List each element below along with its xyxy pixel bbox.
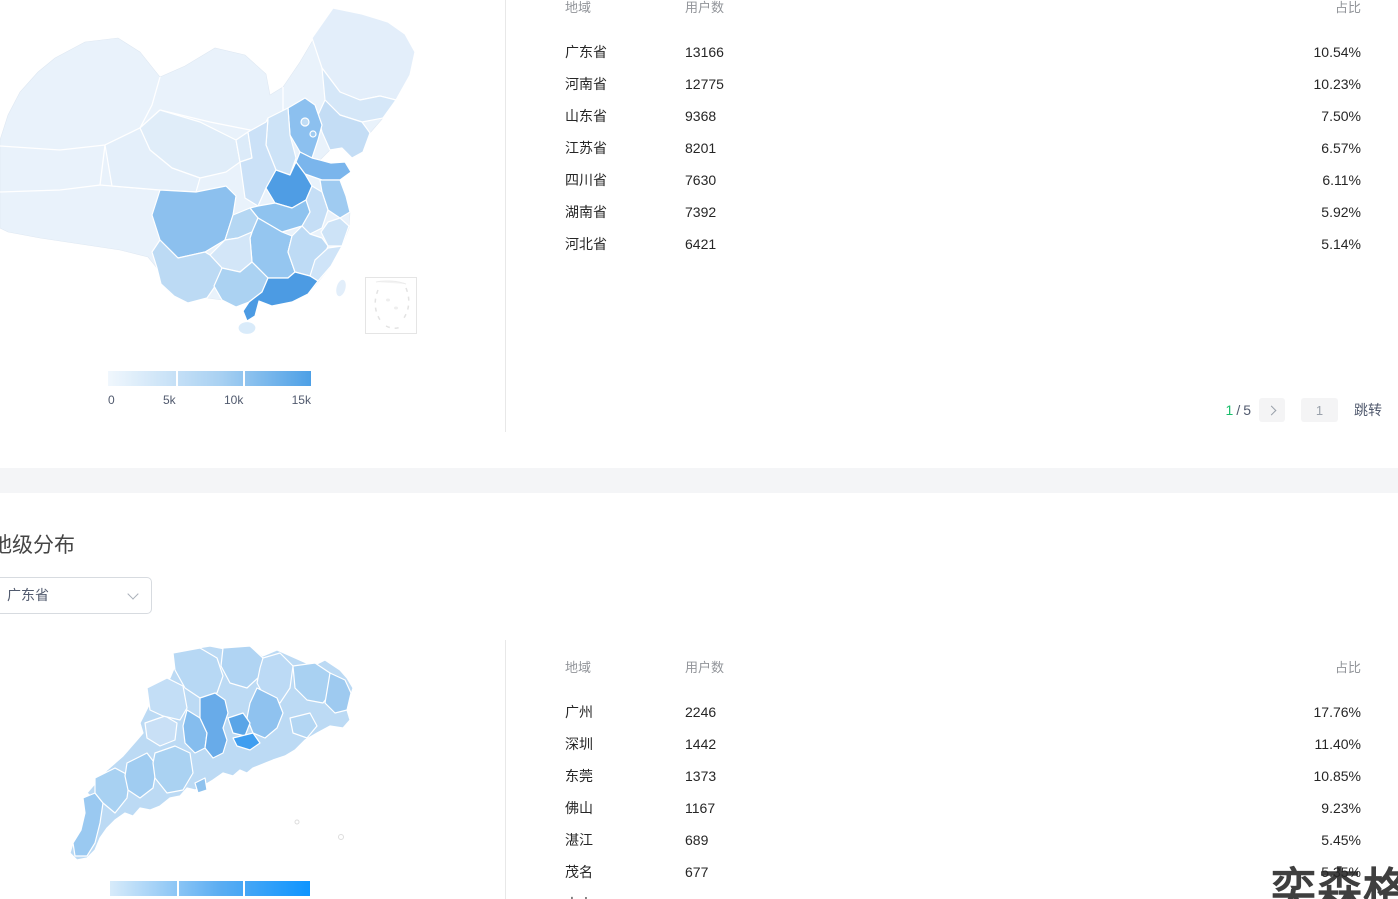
section-divider-band xyxy=(0,468,1398,493)
users-cell: 12775 xyxy=(685,76,724,92)
users-cell: 677 xyxy=(685,864,709,880)
pct-cell: 5.14% xyxy=(1321,236,1361,252)
table-row-clipped: 中山 645 5.10% xyxy=(565,888,1361,899)
legend-tick: 15k xyxy=(291,393,311,407)
legend-tick: 0 xyxy=(108,393,115,407)
legend-gradient-bar xyxy=(108,371,311,386)
pct-cell: 7.50% xyxy=(1321,108,1361,124)
page-indicator: 1 / 5 xyxy=(1226,402,1251,418)
users-cell: 13166 xyxy=(685,44,724,60)
jump-button[interactable]: 跳转 xyxy=(1354,402,1382,418)
region-cell: 广东省 xyxy=(565,44,607,60)
chevron-down-icon xyxy=(127,588,139,600)
column-header-pct: 占比 xyxy=(1334,660,1361,675)
region-cell: 广州 xyxy=(565,704,593,720)
page-jump-input[interactable] xyxy=(1301,398,1338,422)
table-row: 深圳 1442 11.40% xyxy=(565,728,1361,760)
users-cell: 6421 xyxy=(685,236,717,252)
current-page: 1 xyxy=(1225,402,1234,418)
users-cell: 689 xyxy=(685,832,709,848)
legend-gradient-bar xyxy=(110,881,310,896)
pct-cell: 6.57% xyxy=(1321,140,1361,156)
column-header-region: 地域 xyxy=(565,0,592,15)
table-row: 山东省 9368 7.50% xyxy=(565,100,1361,132)
pagination: 1 / 5 跳转 xyxy=(1210,397,1382,423)
region-cell: 茂名 xyxy=(565,864,593,880)
table-row: 湖南省 7392 5.92% xyxy=(565,196,1361,228)
pct-cell: 11.40% xyxy=(1314,736,1361,752)
province-select-value: 广东省 xyxy=(7,587,49,603)
watermark: 奕森格 xyxy=(1271,864,1398,899)
next-page-button[interactable] xyxy=(1259,398,1285,422)
province-select[interactable]: 广东省 xyxy=(0,577,152,614)
table-row: 佛山 1167 9.23% xyxy=(565,792,1361,824)
pct-cell: 10.85% xyxy=(1313,768,1361,784)
pct-cell: 17.76% xyxy=(1313,704,1361,720)
table-row: 广东省 13166 10.54% xyxy=(565,36,1361,68)
region-cell: 江苏省 xyxy=(565,140,607,156)
region-cell: 湛江 xyxy=(565,832,593,848)
region-cell: 河北省 xyxy=(565,236,607,252)
section-title: 地级分布 xyxy=(0,534,75,557)
users-cell: 645 xyxy=(685,888,708,899)
chevron-right-icon xyxy=(1266,405,1276,415)
column-header-users: 用户数 xyxy=(685,0,725,15)
column-header-pct: 占比 xyxy=(1334,0,1361,15)
map-legend: 0 5k 10k 15k xyxy=(108,371,311,407)
pct-cell: 5.92% xyxy=(1321,204,1361,220)
total-pages: 5 xyxy=(1243,402,1251,418)
table-header: 地域 用户数 占比 xyxy=(565,660,1361,676)
users-cell: 7630 xyxy=(685,172,717,188)
users-cell: 1167 xyxy=(685,800,716,816)
table-row: 湛江 689 5.45% xyxy=(565,824,1361,856)
users-cell: 8201 xyxy=(685,140,717,156)
nine-dash-line-icon xyxy=(374,280,410,329)
province-table: 地域 用户数 占比 广东省 13166 10.54% 河南省 12775 10.… xyxy=(565,0,1361,252)
page-separator: / xyxy=(1236,402,1241,418)
pct-cell: 5.45% xyxy=(1321,832,1361,848)
table-row: 茂名 677 5.35% xyxy=(565,856,1361,888)
city-table: 地域 用户数 占比 广州 2246 17.76% 深圳 1442 11.40% … xyxy=(565,660,1361,899)
pct-cell: 10.23% xyxy=(1313,76,1361,92)
map-legend xyxy=(110,881,310,896)
pct-cell: 5.10% xyxy=(1321,888,1361,899)
pct-cell: 6.11% xyxy=(1322,172,1361,188)
region-cell: 山东省 xyxy=(565,108,607,124)
region-cell: 河南省 xyxy=(565,76,607,92)
pct-cell: 10.54% xyxy=(1313,44,1361,60)
users-cell: 1373 xyxy=(685,768,717,784)
column-header-region: 地域 xyxy=(565,660,592,675)
users-cell: 2246 xyxy=(685,704,717,720)
table-header: 地域 用户数 占比 xyxy=(565,0,1361,16)
pct-cell: 5.35% xyxy=(1321,864,1361,880)
users-cell: 7392 xyxy=(685,204,717,220)
region-cell: 东莞 xyxy=(565,768,593,784)
region-cell: 深圳 xyxy=(565,736,593,752)
pct-cell: 9.23% xyxy=(1321,800,1361,816)
table-row: 四川省 7630 6.11% xyxy=(565,164,1361,196)
table-row: 江苏省 8201 6.57% xyxy=(565,132,1361,164)
region-cell: 中山 xyxy=(565,888,593,899)
table-row: 东莞 1373 10.85% xyxy=(565,760,1361,792)
region-cell: 四川省 xyxy=(565,172,607,188)
users-cell: 1442 xyxy=(685,736,717,752)
guangdong-choropleth-map[interactable] xyxy=(50,643,366,873)
vertical-divider xyxy=(505,0,506,432)
region-cell: 佛山 xyxy=(565,800,593,816)
region-cell: 湖南省 xyxy=(565,204,607,220)
legend-tick: 10k xyxy=(223,393,244,407)
legend-tick: 5k xyxy=(162,393,176,407)
column-header-users: 用户数 xyxy=(685,660,725,675)
users-cell: 9368 xyxy=(685,108,717,124)
china-choropleth-map[interactable] xyxy=(0,0,462,345)
table-row: 河北省 6421 5.14% xyxy=(565,228,1361,260)
south-china-sea-inset xyxy=(365,277,417,334)
table-row: 河南省 12775 10.23% xyxy=(565,68,1361,100)
vertical-divider xyxy=(505,640,506,899)
table-row: 广州 2246 17.76% xyxy=(565,696,1361,728)
